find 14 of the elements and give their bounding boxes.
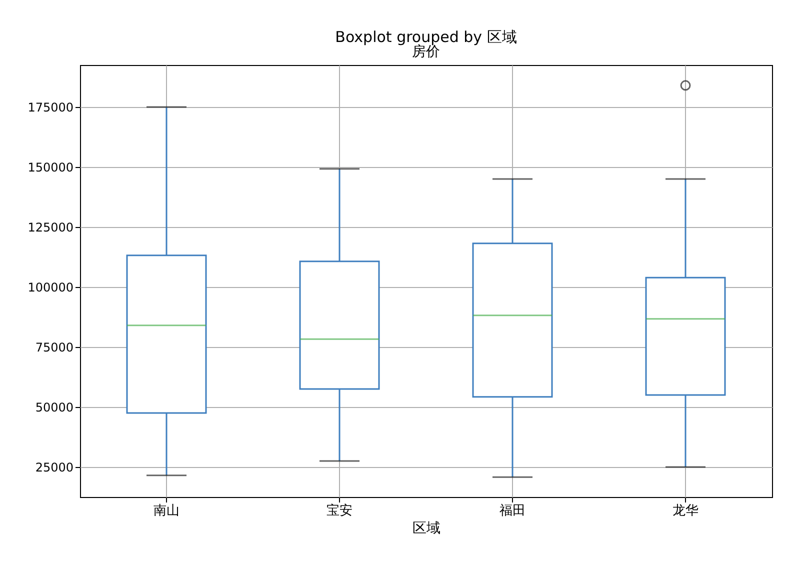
chart-title: Boxplot grouped by 区域 bbox=[335, 28, 517, 46]
y-tick-label: 125000 bbox=[28, 220, 74, 234]
x-tick-label: 宝安 bbox=[326, 502, 352, 518]
y-tick-label: 100000 bbox=[28, 280, 74, 294]
x-tick-label: 龙华 bbox=[672, 504, 698, 518]
y-tick-label: 50000 bbox=[35, 400, 74, 414]
y-tick-label: 150000 bbox=[28, 160, 74, 174]
x-axis-title: 区域 bbox=[412, 520, 440, 536]
y-tick-label: 175000 bbox=[28, 100, 74, 114]
x-tick-label: 福田 bbox=[500, 504, 526, 518]
chart-subtitle: 房价 bbox=[412, 44, 440, 60]
y-tick-label: 25000 bbox=[35, 460, 74, 474]
x-tick-label: 南山 bbox=[154, 504, 180, 518]
y-tick-label: 75000 bbox=[35, 340, 74, 354]
